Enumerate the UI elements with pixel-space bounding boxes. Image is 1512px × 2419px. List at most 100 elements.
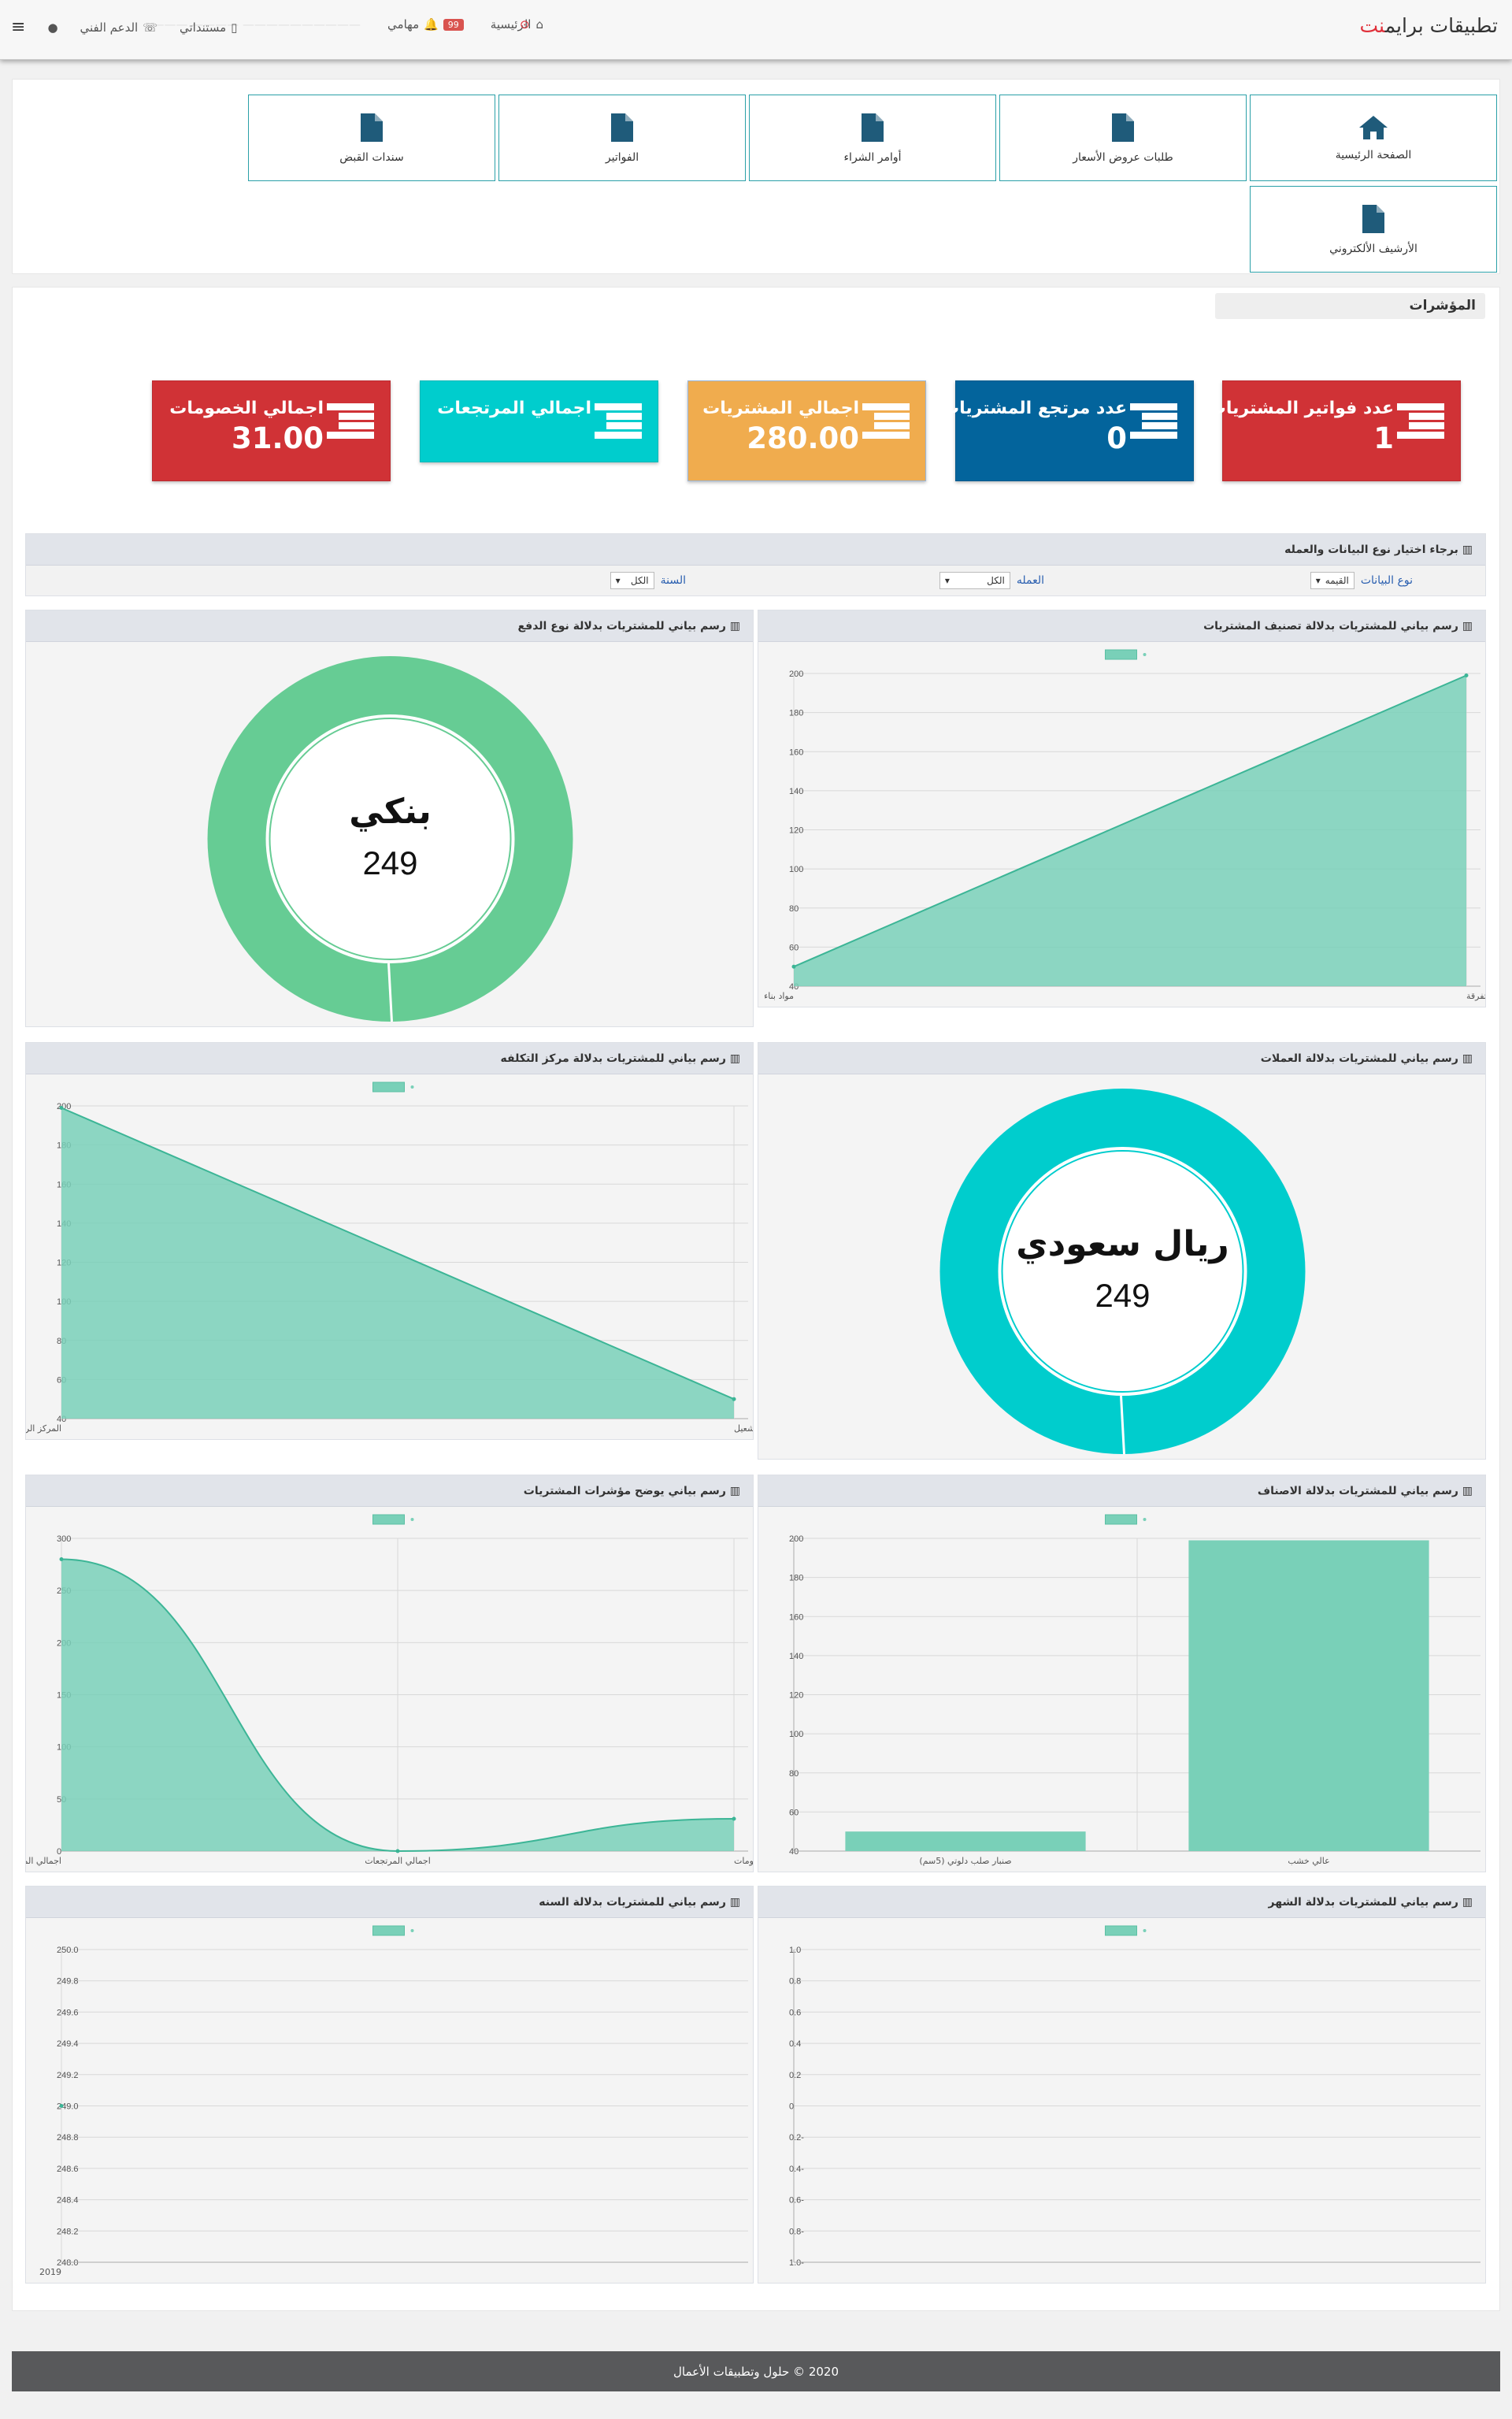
tile-receipts[interactable]: سندات القبض bbox=[248, 95, 495, 181]
chevron-down-icon: ▾ bbox=[615, 575, 621, 586]
tile-archive[interactable]: الأرشيف الألكتروني bbox=[1250, 186, 1497, 273]
series-line bbox=[61, 1107, 735, 1401]
y-tick-label: 248.2 bbox=[57, 2227, 79, 2236]
legend-swatch bbox=[372, 1514, 405, 1525]
nav-support[interactable]: ☏ الدعم الفني bbox=[80, 20, 158, 35]
y-tick-label: -0.8 bbox=[789, 2227, 804, 2236]
tile-quotation-requests[interactable]: طلبات عروض الأسعار bbox=[999, 95, 1247, 181]
y-tick-label: 0.4 bbox=[789, 2039, 801, 2049]
tile-purchase-orders[interactable]: أوامر الشراء bbox=[749, 95, 996, 181]
y-tick-label: 200 bbox=[789, 670, 803, 679]
data-type-value: القيمه bbox=[1325, 575, 1349, 586]
data-type-select[interactable]: القيمه ▾ bbox=[1310, 572, 1354, 589]
clock-icon[interactable]: ⊙ bbox=[520, 17, 530, 32]
card-currencies: ▥ رسم بياني للمشتريات بدلالة العملات ريا… bbox=[758, 1042, 1486, 1460]
x-tick-label: اجمالي المرتجعات bbox=[365, 1856, 431, 1866]
x-tick-label: 2019 bbox=[39, 2267, 61, 2277]
kpi-label: اجمالي المشتريات bbox=[702, 399, 859, 418]
year-select[interactable]: الكل ▾ bbox=[610, 572, 654, 589]
chart-icon: ▥ bbox=[725, 1896, 740, 1909]
data-point bbox=[732, 1397, 736, 1401]
list-icon bbox=[327, 403, 374, 440]
y-tick-label: 300 bbox=[57, 1534, 71, 1544]
tile-archive-label: الأرشيف الألكتروني bbox=[1329, 243, 1418, 255]
brand-logo[interactable]: تطبيقات برايمنت bbox=[1359, 14, 1498, 37]
file-icon bbox=[1112, 113, 1134, 142]
y-tick-label: 140 bbox=[789, 787, 803, 796]
list-icon bbox=[1130, 403, 1177, 440]
nav-home[interactable]: ⌂ الرئيسية bbox=[491, 17, 543, 32]
y-tick-label: -0.6 bbox=[789, 2196, 804, 2206]
currency-select[interactable]: الكل ▾ bbox=[939, 572, 1010, 589]
y-tick-label: 40 bbox=[789, 1847, 799, 1857]
x-tick-label: صنبار صلب دلوتي (5سم) bbox=[919, 1856, 1011, 1866]
nav-documents[interactable]: ▯ مستنداتي bbox=[180, 20, 237, 35]
y-tick-label: 248.0 bbox=[57, 2258, 79, 2268]
y-tick-label: 248.8 bbox=[57, 2133, 79, 2143]
chart-icon: ▥ bbox=[1458, 1052, 1473, 1065]
series-line bbox=[793, 674, 1467, 968]
tile-home-label: الصفحة الرئيسية bbox=[1335, 149, 1412, 161]
y-tick-label: 0.6 bbox=[789, 2008, 801, 2017]
card-title: رسم بياني للمشتريات بدلالة العملات bbox=[1260, 1052, 1458, 1065]
y-tick-label: 160 bbox=[789, 748, 803, 757]
x-tick-label: اجمالي المشتريات bbox=[26, 1856, 61, 1866]
kpi-total-returns: اجمالي المرتجعات bbox=[420, 380, 658, 462]
top-nav: ⌂ الرئيسية 99 🔔 مهامي —————————— ———— ——— bbox=[153, 17, 544, 32]
nav-documents-label: مستنداتي bbox=[179, 20, 227, 35]
card-title: رسم بياني يوضح مؤشرات المشتريات bbox=[523, 1485, 726, 1497]
list-icon bbox=[862, 403, 910, 440]
pie-center-value: 249 bbox=[1095, 1277, 1150, 1314]
kpi-value: 0 bbox=[1106, 421, 1127, 455]
tile-home[interactable]: الصفحة الرئيسية bbox=[1250, 95, 1497, 181]
month-chart: -1.0 -0.8 -0.6 -0.4 -0.2 0 0.2 0.4 0.6 0.8 1.0 bbox=[789, 1925, 1480, 2268]
data-point bbox=[59, 1105, 64, 1110]
donut-hole bbox=[265, 714, 515, 963]
card-title: رسم بياني للمشتريات بدلالة تصنيف المشتري… bbox=[1203, 620, 1458, 633]
nav-home-label: الرئيسية bbox=[490, 17, 532, 32]
legend-swatch bbox=[1105, 1925, 1137, 1936]
indicators-chart: 050100150200250300اجمالي المشترياتاجمالي… bbox=[26, 1514, 753, 1866]
y-tick-label: 180 bbox=[789, 1574, 803, 1583]
y-tick-label: 1.0 bbox=[789, 1946, 801, 1955]
legend-marker bbox=[410, 1085, 414, 1089]
donut-ring bbox=[1001, 1150, 1244, 1393]
bar bbox=[845, 1831, 1086, 1851]
list-icon bbox=[595, 403, 642, 440]
chevron-down-icon: ▾ bbox=[944, 575, 950, 586]
legend-swatch bbox=[372, 1082, 405, 1093]
data-point bbox=[1464, 673, 1469, 677]
brand-accent: نت bbox=[1359, 14, 1385, 37]
year-chart: 248.0248.2248.4248.6248.8249.0249.2249.4… bbox=[39, 1925, 748, 2277]
series-line bbox=[61, 1558, 735, 1853]
area-fill bbox=[794, 675, 1466, 986]
tile-invoices[interactable]: الفواتير bbox=[498, 95, 746, 181]
nav-tasks[interactable]: 99 🔔 مهامي bbox=[387, 17, 464, 32]
legend-marker bbox=[1143, 1929, 1147, 1932]
bar bbox=[1188, 1540, 1429, 1851]
chart-icon: ▥ bbox=[725, 1485, 740, 1497]
tile-invoices-label: الفواتير bbox=[605, 151, 639, 164]
chart-icon: ▥ bbox=[1458, 1896, 1473, 1909]
y-tick-label: 249.8 bbox=[57, 1977, 79, 1987]
year-filter: السنة الكل ▾ bbox=[610, 572, 686, 589]
x-tick-label: مواد بناء bbox=[764, 991, 794, 1001]
chart-icon: ▥ bbox=[1458, 1485, 1473, 1497]
data-type-label: نوع البيانات bbox=[1360, 574, 1413, 587]
kpi-label: عدد فواتير المشتريات bbox=[1208, 399, 1394, 418]
file-icon bbox=[361, 113, 383, 142]
menu-icon[interactable]: ≡ bbox=[11, 17, 26, 37]
card-classification: ▥ رسم بياني للمشتريات بدلالة تصنيف المشت… bbox=[758, 610, 1486, 1007]
file-icon bbox=[611, 113, 633, 142]
chart-icon: ▥ bbox=[1458, 544, 1473, 556]
y-tick-label: 249.6 bbox=[57, 2008, 79, 2017]
list-icon bbox=[1397, 403, 1444, 440]
user-icon[interactable]: ● bbox=[47, 20, 58, 35]
card-cost-center: ▥ رسم بياني للمشتريات بدلالة مركز التكلف… bbox=[25, 1042, 754, 1440]
card-title: رسم بياني للمشتريات بدلالة الشهر bbox=[1268, 1896, 1458, 1909]
data-point bbox=[395, 1849, 400, 1853]
support-icon: ☏ bbox=[143, 20, 158, 35]
tile-quotation-label: طلبات عروض الأسعار bbox=[1073, 151, 1173, 164]
bell-icon: 🔔 bbox=[424, 17, 439, 32]
